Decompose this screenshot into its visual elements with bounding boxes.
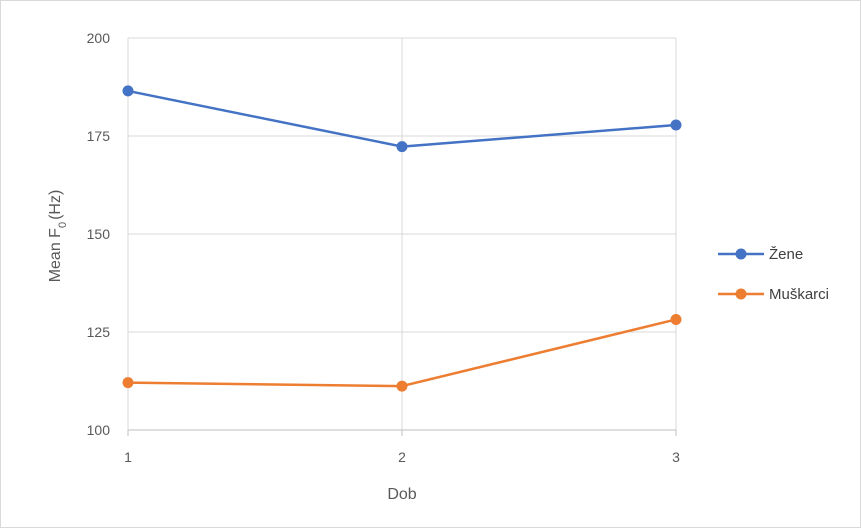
data-point [396, 141, 408, 153]
data-point [670, 313, 682, 325]
legend-marker [735, 248, 747, 260]
y-tick-label: 100 [87, 422, 111, 438]
x-axis-ticks: 1 2 3 [124, 449, 680, 465]
legend-item: Muškarci [718, 286, 829, 303]
x-axis-title: Dob [387, 486, 416, 503]
legend-item: Žene [718, 246, 803, 263]
y-axis-title-unit: (Hz) [47, 190, 64, 220]
gridlines [127, 37, 677, 436]
y-tick-label: 125 [87, 324, 111, 340]
y-axis-ticks: 100 125 150 175 200 [87, 30, 111, 438]
x-tick-label: 2 [398, 449, 406, 465]
data-point [122, 85, 134, 97]
legend-label: Muškarci [769, 286, 829, 303]
legend-label: Žene [769, 246, 803, 263]
series-group [122, 85, 682, 392]
x-tick-label: 3 [672, 449, 680, 465]
data-point [670, 119, 682, 131]
legend: Žene Muškarci [718, 246, 829, 303]
y-tick-label: 200 [87, 30, 111, 46]
data-point [396, 380, 408, 392]
y-axis-title: Mean F0 (Hz) [47, 190, 69, 283]
x-tick-label: 1 [124, 449, 132, 465]
y-tick-label: 175 [87, 128, 111, 144]
data-point [122, 377, 134, 389]
y-axis-title-subscript: 0 [57, 222, 69, 228]
y-axis-title-main: Mean F [47, 228, 64, 282]
series-2 [122, 313, 682, 392]
series-1 [122, 85, 682, 153]
legend-marker [735, 288, 747, 300]
y-tick-label: 150 [87, 226, 111, 242]
